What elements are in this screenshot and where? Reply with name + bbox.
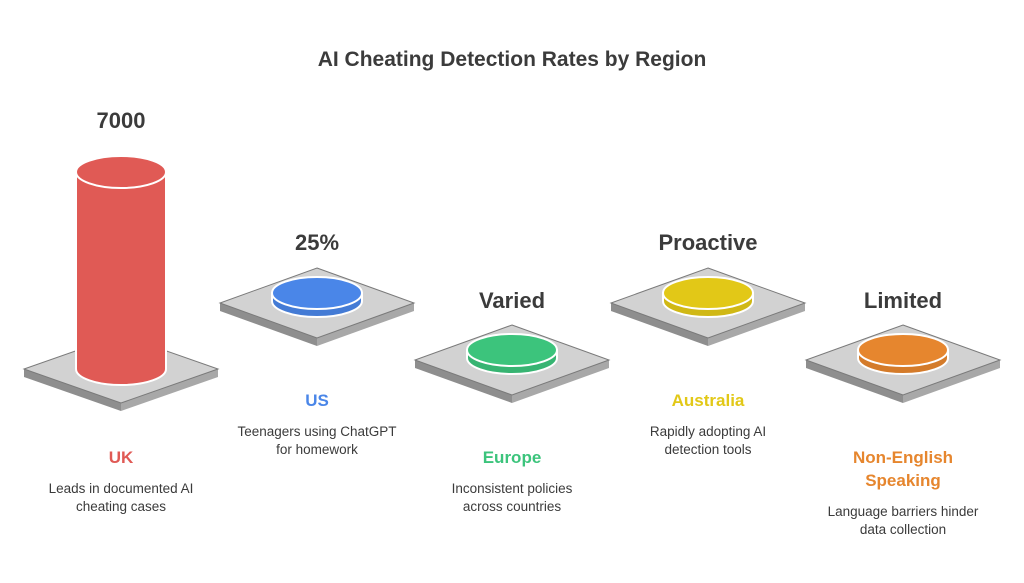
diagram-title: AI Cheating Detection Rates by Region [317, 48, 707, 71]
europe-value: Varied [478, 288, 546, 313]
australia-region-name: Australia [671, 391, 745, 410]
uk-cylinder [75, 155, 167, 386]
non-english-region-name: Non-English Speaking [852, 448, 954, 490]
uk-description: Leads in documented AI cheating cases [48, 481, 194, 514]
uk-value: 7000 [96, 108, 146, 133]
europe-disc [466, 333, 558, 375]
europe-description: Inconsistent policies across countries [451, 481, 573, 514]
non-english-value: Limited [863, 288, 943, 313]
non-english-description: Language barriers hinder data collection [827, 504, 979, 537]
australia-disc [662, 276, 754, 318]
us-value: 25% [294, 230, 340, 255]
non-english-disc [857, 333, 949, 375]
us-disc [271, 276, 363, 318]
uk-region-name: UK [108, 448, 134, 467]
us-description: Teenagers using ChatGPT for homework [237, 424, 397, 457]
us-region-name: US [305, 391, 329, 410]
australia-description: Rapidly adopting AI detection tools [649, 424, 767, 457]
australia-value: Proactive [658, 230, 758, 255]
europe-pedestal [413, 324, 611, 403]
europe-region-name: Europe [482, 448, 542, 467]
